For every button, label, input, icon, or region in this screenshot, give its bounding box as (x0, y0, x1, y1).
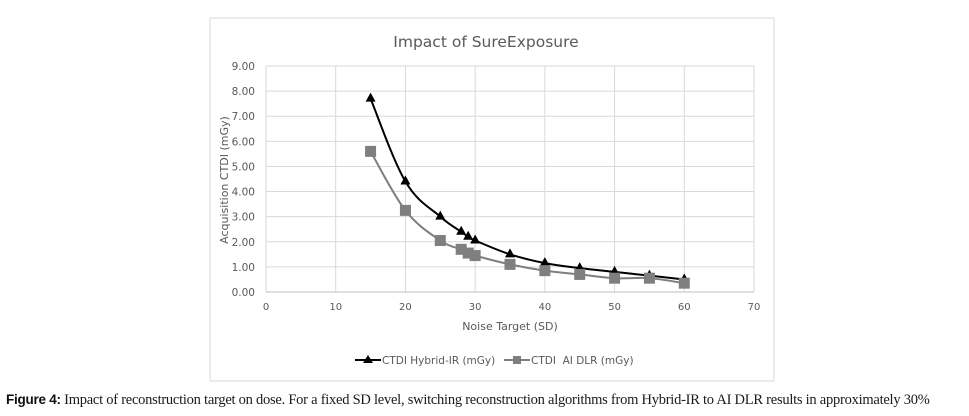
data-point (574, 262, 585, 272)
x-tick-label: 50 (608, 302, 621, 313)
figure-label: Figure 4: (6, 392, 61, 407)
x-tick-label: 20 (399, 302, 412, 313)
x-tick-label: 0 (263, 302, 269, 313)
x-tick-label: 30 (469, 302, 482, 313)
grid (265, 65, 755, 293)
x-axis-ticks: 0 10 20 30 40 50 60 70 (263, 302, 761, 313)
y-axis-ticks: 0.00 1.00 2.00 3.00 4.00 5.00 6.00 7.00 8.00 9.00 (232, 61, 255, 299)
data-point (609, 272, 621, 284)
data-point (643, 272, 655, 284)
legend: CTDI Hybrid-IR (mGy) CTDI AI DLR (mGy) (355, 355, 634, 367)
y-tick-label: 7.00 (232, 111, 255, 123)
series-ai-dlr (365, 145, 690, 289)
y-tick-label: 0.00 (232, 287, 255, 299)
y-tick-label: 5.00 (232, 161, 255, 173)
chart-title: Impact of SureExposure (393, 33, 578, 51)
data-point (504, 258, 516, 270)
data-point (365, 145, 377, 157)
x-axis-label: Noise Target (SD) (462, 320, 558, 333)
data-point (434, 235, 446, 247)
data-point (574, 268, 586, 280)
y-tick-label: 4.00 (232, 187, 255, 199)
legend-label-ai-dlr: CTDI AI DLR (mGy) (531, 355, 634, 367)
x-tick-label: 70 (748, 302, 761, 313)
chart: Impact of SureExposure 0.00 1.00 2.00 3.00 4… (209, 17, 775, 382)
data-point (365, 92, 376, 102)
data-point (539, 265, 551, 277)
y-tick-label: 3.00 (232, 212, 255, 224)
data-point (462, 247, 474, 259)
y-tick-label: 6.00 (232, 136, 255, 148)
data-point (505, 248, 515, 258)
data-point (539, 257, 550, 267)
data-point (435, 210, 446, 220)
legend-item-hybrid-ir: CTDI Hybrid-IR (mGy) (355, 355, 495, 367)
legend-item-ai-dlr: CTDI AI DLR (mGy) (504, 355, 634, 367)
y-tick-label: 9.00 (232, 61, 255, 73)
legend-label-hybrid-ir: CTDI Hybrid-IR (mGy) (382, 355, 495, 367)
data-point (455, 243, 467, 255)
data-point (399, 204, 411, 216)
data-point (609, 265, 620, 275)
chart-area-border (209, 17, 775, 382)
y-axis-label: Acquisition CTDI (mGy) (218, 116, 231, 244)
x-tick-label: 10 (329, 302, 342, 313)
y-tick-label: 2.00 (232, 237, 255, 249)
data-point (400, 175, 411, 185)
series-layer (365, 92, 690, 289)
figure-caption: Figure 4: Impact of reconstruction targe… (6, 392, 966, 409)
data-point (469, 250, 481, 262)
data-point (678, 277, 690, 289)
x-tick-label: 40 (538, 302, 551, 313)
y-tick-label: 1.00 (232, 262, 255, 274)
series-hybrid-ir (365, 92, 690, 283)
legend-marker-hybrid-ir (363, 355, 373, 363)
y-tick-label: 8.00 (232, 86, 255, 98)
data-point (470, 234, 481, 244)
x-tick-label: 60 (678, 302, 691, 313)
data-point (463, 230, 474, 240)
legend-marker-ai-dlr (513, 356, 521, 364)
data-point (456, 225, 467, 235)
figure-caption-text: Impact of reconstruction target on dose.… (60, 392, 930, 408)
